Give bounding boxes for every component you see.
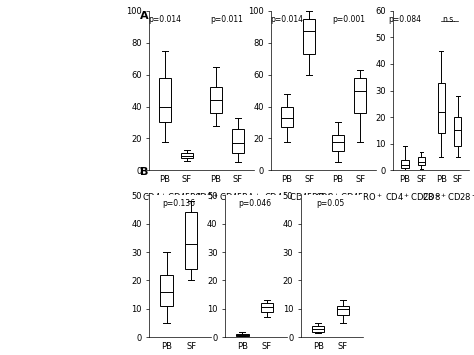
Text: A: A	[140, 11, 148, 21]
PathPatch shape	[236, 334, 248, 336]
PathPatch shape	[438, 83, 445, 133]
Text: p=0.011: p=0.011	[210, 15, 244, 24]
PathPatch shape	[418, 157, 425, 165]
Text: CD4$^+$CD45RA$^+$: CD4$^+$CD45RA$^+$	[143, 191, 210, 203]
PathPatch shape	[160, 275, 173, 306]
Text: CD8$^+$CD45RA$^+$: CD8$^+$CD45RA$^+$	[193, 191, 260, 203]
Text: p=0.084: p=0.084	[389, 15, 421, 24]
PathPatch shape	[354, 78, 366, 113]
Text: p=0.001: p=0.001	[333, 15, 365, 24]
PathPatch shape	[281, 106, 293, 127]
Text: B: B	[140, 167, 148, 177]
PathPatch shape	[312, 326, 324, 332]
PathPatch shape	[232, 129, 244, 153]
PathPatch shape	[401, 160, 409, 168]
Text: p=0.136: p=0.136	[163, 199, 195, 208]
PathPatch shape	[185, 212, 197, 269]
Text: p=0.014: p=0.014	[148, 15, 182, 24]
Text: p=0.05: p=0.05	[317, 199, 345, 208]
Text: CD4$^+$CD45RO$^+$: CD4$^+$CD45RO$^+$	[264, 191, 332, 203]
Text: CD8$^+$CD45RO$^+$: CD8$^+$CD45RO$^+$	[315, 191, 383, 203]
Text: CD8$^+$CD28$^-$: CD8$^+$CD28$^-$	[422, 191, 474, 203]
Text: n.s.: n.s.	[443, 15, 456, 24]
PathPatch shape	[332, 135, 344, 151]
Text: p=0.014: p=0.014	[270, 15, 303, 24]
PathPatch shape	[210, 87, 222, 113]
PathPatch shape	[303, 19, 315, 54]
PathPatch shape	[159, 78, 171, 122]
PathPatch shape	[261, 303, 273, 312]
PathPatch shape	[454, 117, 461, 146]
PathPatch shape	[337, 306, 349, 315]
PathPatch shape	[181, 153, 193, 158]
Text: p=0.046: p=0.046	[238, 199, 271, 208]
Text: CD4$^+$CD28$^-$: CD4$^+$CD28$^-$	[385, 191, 441, 203]
